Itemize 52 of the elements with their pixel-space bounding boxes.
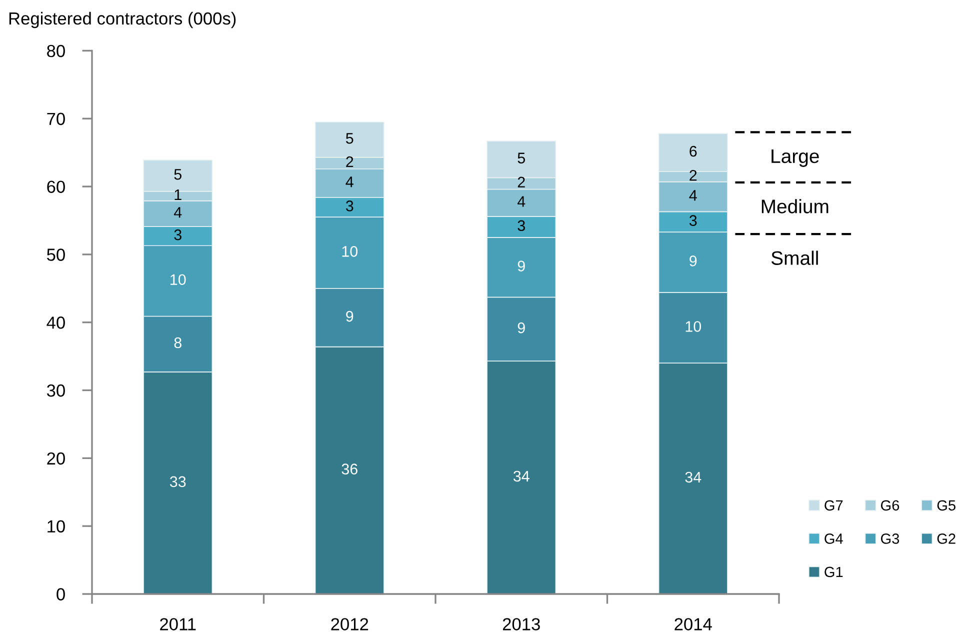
data-label: 5 <box>174 169 182 180</box>
data-label: 4 <box>689 190 697 201</box>
data-label: 4 <box>517 196 526 207</box>
data-label: 9 <box>690 256 697 266</box>
x-tick-label: 2014 <box>674 618 712 630</box>
data-label: 3 <box>174 229 182 240</box>
data-label: 4 <box>346 176 354 188</box>
data-label: 36 <box>342 464 358 474</box>
data-label: 3 <box>518 220 525 232</box>
data-label: 9 <box>518 260 525 272</box>
data-label: 2 <box>518 176 525 188</box>
y-tick-label: 40 <box>46 316 65 329</box>
data-label: 10 <box>686 321 702 332</box>
y-tick-label: 10 <box>48 520 65 533</box>
y-tick-label: 50 <box>46 248 65 261</box>
y-tick-label: 20 <box>47 452 65 465</box>
data-label: 5 <box>346 133 354 144</box>
x-tick-label: 2011 <box>160 618 196 630</box>
y-tick-label: 0 <box>56 588 65 600</box>
data-label: 6 <box>690 146 697 157</box>
ref-line-label: Large <box>772 150 819 167</box>
data-label: 10 <box>170 274 186 286</box>
y-tick-label: 70 <box>47 112 65 126</box>
data-label: 1 <box>174 189 182 200</box>
legend-label: G5 <box>937 500 956 511</box>
x-tick-label: 2013 <box>502 618 540 630</box>
data-label: 9 <box>518 322 525 334</box>
data-label: 8 <box>174 337 182 348</box>
data-label: 33 <box>170 476 186 488</box>
data-label: 3 <box>689 215 697 226</box>
y-tick-label: 60 <box>47 180 65 193</box>
data-label: 10 <box>342 246 358 257</box>
data-label: 34 <box>513 470 530 482</box>
legend-label: G3 <box>880 534 900 544</box>
legend-label: G6 <box>880 500 900 511</box>
legend-label: G7 <box>824 500 843 511</box>
ref-line-label: Small <box>771 250 818 265</box>
legend-label: G4 <box>824 534 843 544</box>
y-tick-label: 30 <box>46 384 65 397</box>
data-label: 3 <box>346 200 354 212</box>
data-label: 2 <box>346 156 354 168</box>
y-tick-label: 80 <box>47 44 65 58</box>
data-label: 9 <box>346 310 354 322</box>
data-label: 34 <box>685 472 702 483</box>
data-label: 4 <box>174 207 182 218</box>
legend-label: G1 <box>824 566 843 578</box>
data-label: 5 <box>518 152 525 164</box>
x-tick-label: 2012 <box>331 618 368 630</box>
y-axis-title: Registered contractors (000s) <box>9 12 236 28</box>
data-label: 2 <box>690 170 697 181</box>
legend-label: G2 <box>937 534 956 544</box>
ref-line-label: Medium <box>762 199 828 214</box>
